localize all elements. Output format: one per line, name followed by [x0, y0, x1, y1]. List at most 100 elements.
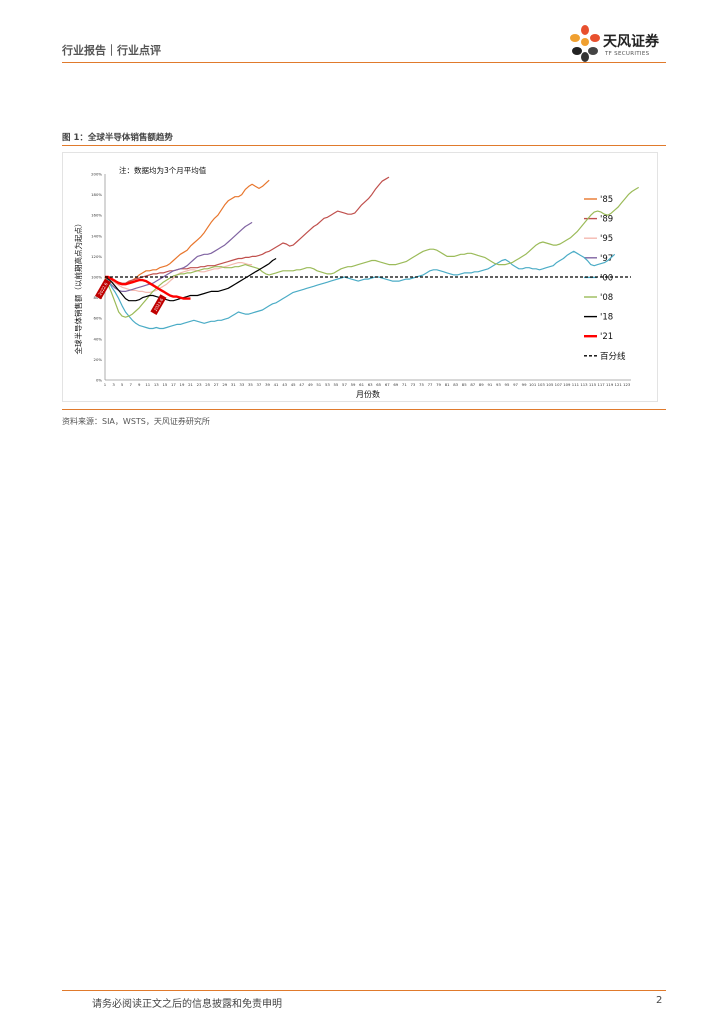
x-tick-label: 99: [522, 382, 527, 387]
callout-badge-bg: [94, 278, 112, 300]
breadcrumb: 行业报告｜行业点评: [62, 44, 161, 57]
series-line: [104, 250, 616, 330]
x-tick-label: 111: [572, 382, 580, 387]
callout-badge: 2022.6: [94, 278, 112, 300]
x-tick-label: 109: [563, 382, 571, 387]
x-tick-label: 103: [538, 382, 546, 387]
x-tick-label: 91: [487, 382, 492, 387]
x-tick-label: 45: [291, 382, 296, 387]
x-tick-label: 73: [410, 382, 415, 387]
x-tick-label: 25: [205, 382, 210, 387]
figure-title: 图 1：全球半导体销售额趋势: [62, 133, 173, 143]
chart-container: 0% 20% 40% 60% 80% 100% 120% 140% 160% 180% 200% 1 3…: [62, 152, 658, 402]
x-tick-label: 57: [342, 382, 347, 387]
series-line: [104, 221, 253, 292]
x-tick-label: 83: [453, 382, 458, 387]
y-tick-label: 120%: [91, 254, 102, 259]
x-tick-label: 85: [462, 382, 467, 387]
x-tick-label: 53: [325, 382, 330, 387]
header-divider: [62, 62, 666, 63]
x-tick-label: 33: [239, 382, 244, 387]
x-tick-label: 55: [334, 382, 339, 387]
x-tick-label: 21: [188, 382, 193, 387]
y-tick-label: 180%: [91, 192, 102, 197]
figure-source: 资料来源：SIA，WSTS，天风证券研究所: [62, 417, 210, 426]
y-tick-label: 140%: [91, 233, 102, 238]
x-tick-label: 15: [162, 382, 167, 387]
x-axis-label: 月份数: [356, 389, 380, 399]
series-line: [105, 275, 191, 300]
x-tick-label: 49: [308, 382, 313, 387]
legend-label: '89: [600, 215, 613, 225]
x-tick-label: 29: [222, 382, 227, 387]
y-axis-label: 全球半导体销售额（以前期高点为起点）: [73, 220, 83, 355]
x-tick-label: 119: [606, 382, 614, 387]
x-tick-label: 93: [496, 382, 501, 387]
x-tick-label: 115: [589, 382, 597, 387]
legend-label: '08: [600, 293, 613, 303]
x-tick-label: 81: [445, 382, 450, 387]
logo-flower-icon: [570, 25, 600, 62]
x-tick-label: 69: [393, 382, 398, 387]
x-tick-label: 43: [282, 382, 287, 387]
logo-name: 天风证券: [603, 34, 659, 50]
x-tick-label: 121: [615, 382, 623, 387]
legend-label: '21: [600, 332, 613, 342]
x-tick-label: 59: [351, 382, 356, 387]
x-tick-label: 39: [265, 382, 270, 387]
x-tick-label: 77: [428, 382, 433, 387]
x-tick-label: 61: [359, 382, 364, 387]
y-tick-label: 0%: [96, 378, 102, 383]
chart-annotation: 注：数据均为3个月平均值: [119, 165, 207, 175]
series-line: [104, 186, 640, 318]
y-tick-label: 100%: [91, 275, 102, 280]
x-tick-label: 27: [214, 382, 219, 387]
x-tick-label: 37: [257, 382, 262, 387]
x-tick-label: 105: [546, 382, 554, 387]
figure-top-divider: [62, 145, 666, 146]
footer-divider: [62, 990, 666, 991]
x-tick-label: 35: [248, 382, 253, 387]
footer-disclaimer: 请务必阅读正文之后的信息披露和免责申明: [92, 999, 282, 1010]
x-tick-label: 23: [197, 382, 202, 387]
x-tick-label: 117: [597, 382, 605, 387]
x-tick-label: 41: [274, 382, 279, 387]
page-number: 2: [656, 995, 663, 1006]
x-tick-label: 101: [529, 382, 537, 387]
x-tick-label: 17: [171, 382, 176, 387]
callout-badge-bg: [150, 294, 167, 316]
legend-label: '95: [600, 234, 613, 244]
logo-subtitle: TF SECURITIES: [605, 51, 650, 57]
x-tick-label: 19: [180, 382, 185, 387]
y-tick-label: 40%: [94, 336, 103, 341]
x-tick-label: 11: [145, 382, 150, 387]
x-tick-label: 71: [402, 382, 407, 387]
legend-label: '97: [600, 254, 613, 264]
x-tick-label: 65: [376, 382, 381, 387]
x-tick-label: 51: [316, 382, 321, 387]
company-logo: 天风证券 TF SECURITIES: [568, 24, 678, 64]
x-tick-label: 31: [231, 382, 236, 387]
x-tick-label: 89: [479, 382, 484, 387]
callout-label: 2023.6: [153, 297, 165, 312]
y-tick-label: 60%: [94, 316, 103, 321]
y-tick-label: 160%: [91, 213, 102, 218]
x-tick-label: 47: [299, 382, 304, 387]
callout-badge: 2023.6: [150, 294, 167, 316]
x-tick-label: 1: [104, 382, 107, 387]
x-tick-label: 5: [121, 382, 124, 387]
legend-label: 百分线: [600, 351, 626, 362]
x-tick-label: 13: [154, 382, 159, 387]
y-tick-label: 200%: [91, 172, 102, 177]
figure-bottom-divider: [62, 409, 666, 410]
x-tick-label: 9: [138, 382, 141, 387]
legend-label: '85: [600, 195, 613, 205]
x-tick-label: 79: [436, 382, 441, 387]
legend-label: '18: [600, 313, 613, 323]
series-line: [104, 176, 390, 284]
x-tick-label: 7: [129, 382, 132, 387]
x-tick-label: 67: [385, 382, 390, 387]
x-tick-label: 87: [470, 382, 475, 387]
y-tick-label: 20%: [94, 357, 103, 362]
x-tick-label: 3: [112, 382, 115, 387]
